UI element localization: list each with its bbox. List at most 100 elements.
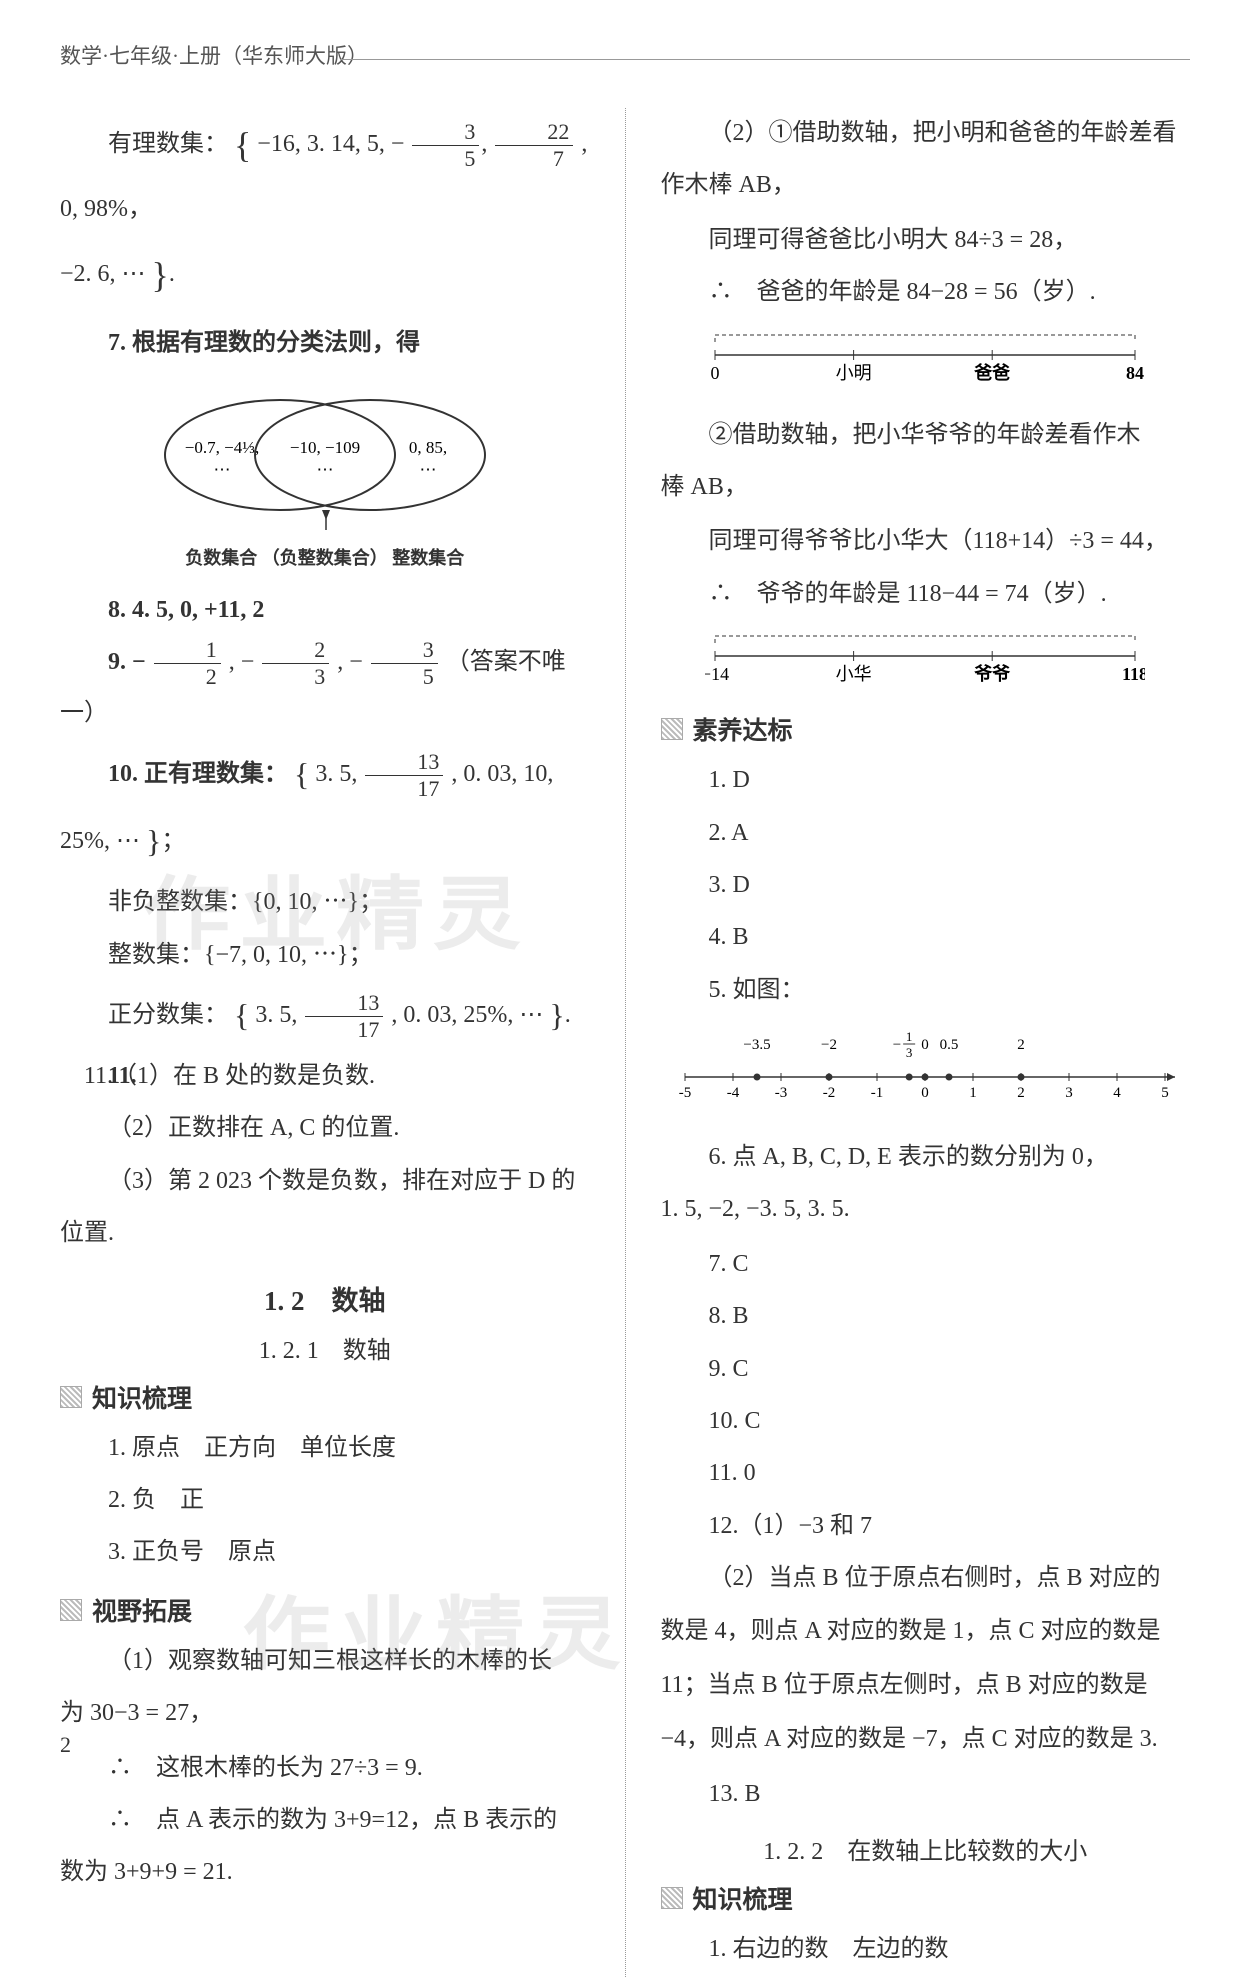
svg-text:-5: -5: [679, 1085, 692, 1101]
svg-text:1: 1: [906, 1029, 913, 1044]
heading-suyang: 素养达标: [661, 711, 1191, 747]
venn-svg: −0.7, −4⅓, ⋯ −10, −109 ⋯ 0, 85, ⋯: [150, 393, 500, 533]
heading-expand: 视野拓展: [60, 1592, 590, 1628]
number-line-3: -5-4-3-2-1012345−3.5−2−1300.52: [661, 1027, 1191, 1114]
fraction: 35: [412, 121, 479, 170]
numline-svg: 0 小明 爸爸 84: [705, 330, 1145, 385]
a12-2c: 11；当点 B 位于原点左侧时，点 B 对应的数是: [661, 1660, 1191, 1710]
v2: ∴ 这根木棒的长为 27÷3 = 9.: [60, 1743, 590, 1793]
numline-svg: -5-4-3-2-1012345−3.5−2−1300.52: [670, 1027, 1180, 1107]
svg-text:−2: −2: [821, 1037, 837, 1053]
q11-1: 11.11.（1）在 B 处的数是负数.: [60, 1051, 590, 1101]
svg-text:3: 3: [906, 1045, 913, 1060]
p4: ②借助数轴，把小华爷爷的年龄差看作木: [661, 410, 1191, 460]
a6b: 1. 5, −2, −3. 5, 3. 5.: [661, 1184, 1191, 1234]
a2: 2. A: [661, 808, 1191, 858]
a12: 12.（1）−3 和 7: [661, 1501, 1191, 1551]
svg-text:爷爷: 爷爷: [974, 663, 1011, 684]
svg-text:小华: 小华: [836, 664, 872, 684]
svg-text:0: 0: [922, 1037, 930, 1053]
column-divider: [625, 108, 626, 1977]
a1: 1. D: [661, 755, 1191, 805]
heading-knowledge: 知识梳理: [60, 1379, 590, 1415]
a9: 9. C: [661, 1344, 1191, 1394]
svg-text:5: 5: [1162, 1085, 1170, 1101]
a5: 5. 如图：: [661, 965, 1191, 1015]
text: −2. 6, ⋯: [60, 261, 146, 287]
p6: ∴ 爷爷的年龄是 118−44 = 74（岁）.: [661, 569, 1191, 619]
page-number: 2: [60, 1732, 71, 1758]
a12-2b: 数是 4，则点 A 对应的数是 1，点 C 对应的数是: [661, 1606, 1191, 1656]
svg-text:-3: -3: [775, 1085, 788, 1101]
svg-text:−: −: [893, 1037, 901, 1053]
svg-text:爸爸: 爸爸: [973, 362, 1010, 383]
p1: （2）①借助数轴，把小明和爸爸的年龄差看: [661, 108, 1191, 158]
a10: 10. C: [661, 1396, 1191, 1446]
venn-labels: 负数集合 （负整数集合） 整数集合: [60, 544, 590, 570]
k3: 3. 正负号 原点: [60, 1527, 590, 1577]
q11-2: （2）正数排在 A, C 的位置.: [60, 1103, 590, 1153]
v3: ∴ 点 A 表示的数为 3+9=12，点 B 表示的: [60, 1795, 590, 1845]
box-icon: [60, 1386, 82, 1408]
svg-text:4: 4: [1114, 1085, 1122, 1101]
svg-text:2: 2: [1018, 1037, 1026, 1053]
svg-text:118: 118: [1122, 664, 1145, 684]
svg-text:0.5: 0.5: [940, 1037, 959, 1053]
numline-svg: −14 小华 爷爷 118: [705, 631, 1145, 686]
rational-set-line: 有理数集： { −16, 3. 14, 5, − 35, 227 , 0, 98…: [60, 108, 590, 234]
p1b: 作木棒 AB，: [661, 160, 1191, 210]
svg-text:3: 3: [1066, 1085, 1074, 1101]
svg-text:-2: -2: [823, 1085, 836, 1101]
svg-text:⋯: ⋯: [213, 460, 230, 479]
right-column: （2）①借助数轴，把小明和爸爸的年龄差看 作木棒 AB， 同理可得爸爸比小明大 …: [661, 108, 1191, 1977]
q7: 7. 根据有理数的分类法则，得: [60, 318, 590, 368]
header-text: 数学·七年级·上册（华东师大版）: [60, 44, 368, 68]
k2: 2. 负 正: [60, 1475, 590, 1525]
svg-text:84: 84: [1126, 363, 1144, 383]
box-icon: [661, 1887, 683, 1909]
a12-2d: −4，则点 A 对应的数是 −7，点 C 对应的数是 3.: [661, 1714, 1191, 1764]
a11: 11. 0: [661, 1448, 1191, 1498]
q9: 9. − 12 , − 23 , − 35 （答案不唯一）: [60, 637, 590, 738]
svg-text:−14: −14: [705, 664, 729, 684]
zs1: 1. 右边的数 左边的数: [661, 1924, 1191, 1974]
q11-3b: 位置.: [60, 1208, 590, 1258]
q10-line4: 正分数集： { 3. 5, 1317 , 0. 03, 25%, ⋯ }.: [60, 982, 590, 1049]
a13: 13. B: [661, 1769, 1191, 1819]
a4: 4. B: [661, 912, 1191, 962]
svg-text:-1: -1: [871, 1085, 884, 1101]
svg-text:0: 0: [922, 1085, 930, 1101]
fraction: 227: [495, 121, 573, 170]
p2: 同理可得爸爸比小明大 84÷3 = 28，: [661, 215, 1191, 265]
left-column: 有理数集： { −16, 3. 14, 5, − 35, 227 , 0, 98…: [60, 108, 590, 1977]
a3: 3. D: [661, 860, 1191, 910]
v1b: 为 30−3 = 27，: [60, 1688, 590, 1738]
box-icon: [661, 718, 683, 740]
number-line-2: −14 小华 爷爷 118: [661, 631, 1191, 693]
text-line: −2. 6, ⋯ }.: [60, 238, 590, 314]
svg-text:0: 0: [711, 363, 720, 383]
svg-text:−0.7, −4⅓,: −0.7, −4⅓,: [185, 438, 259, 457]
text: 有理数集：: [108, 131, 228, 157]
q10-line3: 整数集：{−7, 0, 10, ⋯}；: [60, 930, 590, 980]
p4b: 棒 AB，: [661, 462, 1191, 512]
a8: 8. B: [661, 1291, 1191, 1341]
venn-diagram: −0.7, −4⅓, ⋯ −10, −109 ⋯ 0, 85, ⋯ 负数集合 （…: [60, 393, 590, 570]
q11-3: （3）第 2 023 个数是负数，排在对应于 D 的: [60, 1156, 590, 1206]
number-line-1: 0 小明 爸爸 84: [661, 330, 1191, 392]
svg-text:小明: 小明: [836, 363, 872, 383]
svg-text:0, 85,: 0, 85,: [409, 438, 447, 457]
v1: （1）观察数轴可知三根这样长的木棒的长: [60, 1636, 590, 1686]
subsection-title: 1. 2. 1 数轴: [60, 1330, 590, 1365]
box-icon: [60, 1599, 82, 1621]
p3: ∴ 爸爸的年龄是 84−28 = 56（岁）.: [661, 267, 1191, 317]
svg-text:−10, −109: −10, −109: [290, 438, 360, 457]
section-title: 1. 2 数轴: [60, 1279, 590, 1318]
q8: 8. 4. 5, 0, +11, 2: [60, 585, 590, 635]
svg-text:2: 2: [1018, 1085, 1026, 1101]
q10-line1: 10. 正有理数集： { 3. 5, 1317 , 0. 03, 10, 25%…: [60, 741, 590, 875]
svg-text:1: 1: [970, 1085, 978, 1101]
q10-line2: 非负整数集：{0, 10, ⋯}；: [60, 877, 590, 927]
a6a: 6. 点 A, B, C, D, E 表示的数分别为 0，: [661, 1132, 1191, 1182]
a12-2a: （2）当点 B 位于原点右侧时，点 B 对应的: [661, 1553, 1191, 1603]
